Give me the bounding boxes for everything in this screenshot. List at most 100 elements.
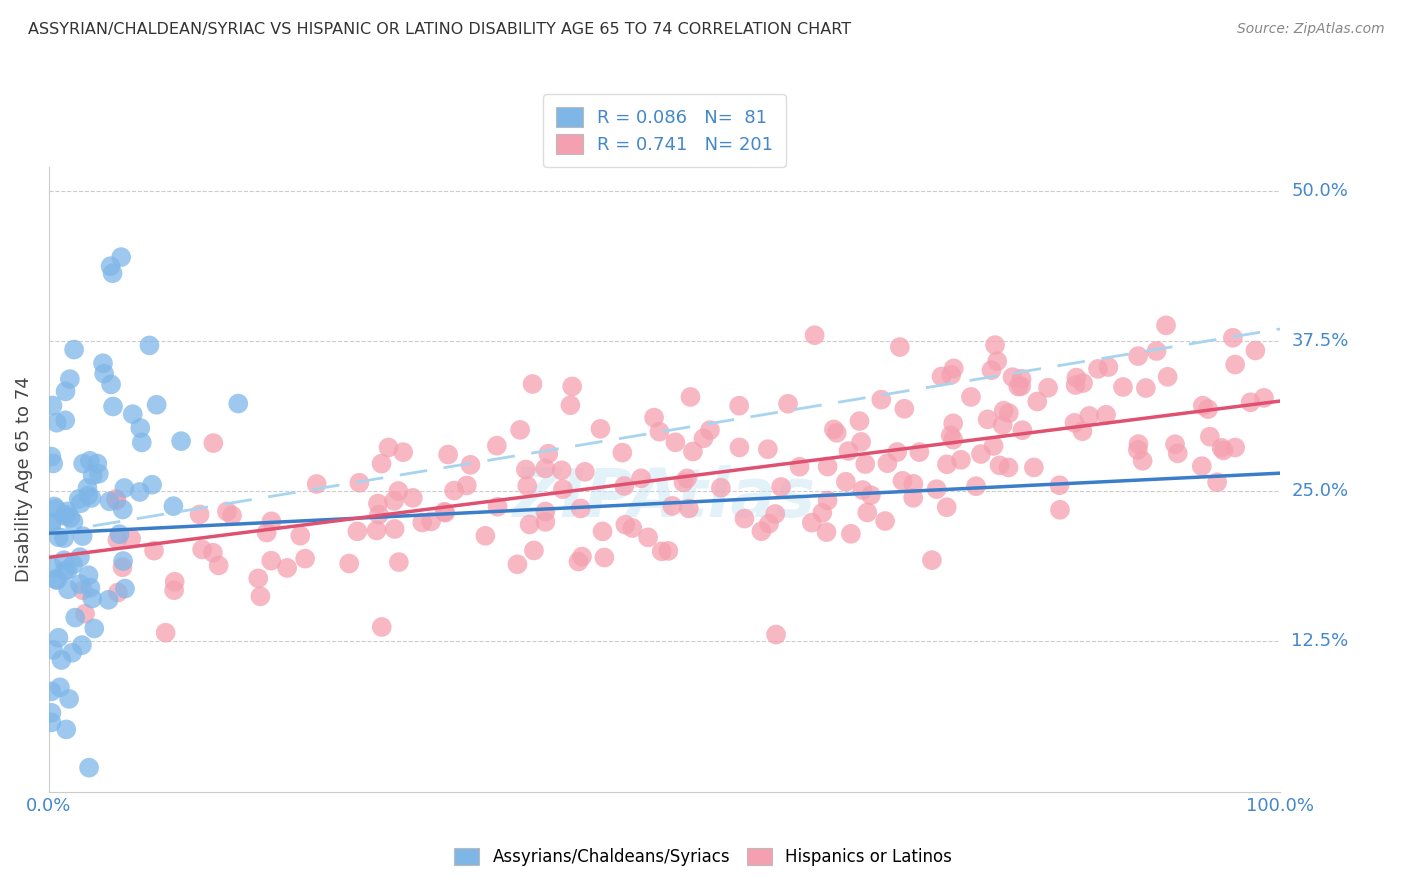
Point xyxy=(770,480,793,494)
Point xyxy=(803,328,825,343)
Point xyxy=(509,423,531,437)
Point xyxy=(41,450,63,464)
Point xyxy=(1211,441,1233,455)
Point xyxy=(72,529,94,543)
Point xyxy=(1164,437,1187,451)
Point xyxy=(859,488,882,502)
Point xyxy=(893,401,915,416)
Point xyxy=(437,448,460,462)
Point xyxy=(93,367,115,381)
Y-axis label: Disability Age 65 to 74: Disability Age 65 to 74 xyxy=(15,376,32,582)
Point xyxy=(129,421,152,435)
Point xyxy=(925,482,948,496)
Point xyxy=(70,638,93,652)
Point xyxy=(1011,372,1033,386)
Point xyxy=(776,397,799,411)
Point xyxy=(105,491,128,506)
Point xyxy=(443,483,465,498)
Point xyxy=(128,485,150,500)
Point xyxy=(988,458,1011,473)
Point xyxy=(191,542,214,557)
Point xyxy=(56,563,79,577)
Point xyxy=(56,582,79,597)
Point xyxy=(682,444,704,458)
Point xyxy=(986,354,1008,368)
Point xyxy=(53,531,76,545)
Point xyxy=(260,554,283,568)
Point xyxy=(997,460,1019,475)
Point xyxy=(433,505,456,519)
Point xyxy=(758,516,780,531)
Point xyxy=(756,442,779,457)
Point xyxy=(69,550,91,565)
Point xyxy=(131,435,153,450)
Point xyxy=(105,533,128,547)
Point xyxy=(377,441,399,455)
Point xyxy=(1197,402,1219,417)
Point xyxy=(534,461,557,475)
Point xyxy=(621,521,644,535)
Point xyxy=(97,592,120,607)
Point xyxy=(931,369,953,384)
Text: 37.5%: 37.5% xyxy=(1292,332,1348,350)
Point xyxy=(1036,381,1059,395)
Point xyxy=(1071,376,1094,390)
Point xyxy=(79,581,101,595)
Point xyxy=(815,525,838,540)
Text: 50.0%: 50.0% xyxy=(1292,182,1348,200)
Point xyxy=(800,516,823,530)
Point xyxy=(247,571,270,585)
Point xyxy=(98,494,121,508)
Point xyxy=(53,413,76,427)
Point xyxy=(143,543,166,558)
Point xyxy=(574,465,596,479)
Point xyxy=(41,684,63,698)
Point xyxy=(382,493,405,508)
Point xyxy=(876,456,898,470)
Point xyxy=(728,399,751,413)
Point xyxy=(60,646,83,660)
Point xyxy=(45,416,67,430)
Point xyxy=(1078,409,1101,423)
Point xyxy=(593,550,616,565)
Point xyxy=(411,516,433,530)
Point xyxy=(856,505,879,519)
Point xyxy=(515,462,537,476)
Point xyxy=(1095,408,1118,422)
Point xyxy=(107,585,129,599)
Point xyxy=(993,403,1015,417)
Point xyxy=(105,493,128,508)
Point xyxy=(59,372,82,386)
Point xyxy=(853,457,876,471)
Point xyxy=(485,439,508,453)
Point xyxy=(55,508,77,522)
Point xyxy=(53,508,76,523)
Point xyxy=(991,417,1014,432)
Legend: Assyrians/Chaldeans/Syriacs, Hispanics or Latinos: Assyrians/Chaldeans/Syriacs, Hispanics o… xyxy=(446,840,960,875)
Point xyxy=(388,555,411,569)
Point xyxy=(1191,399,1213,413)
Point xyxy=(1026,394,1049,409)
Point xyxy=(908,445,931,459)
Point xyxy=(110,250,132,264)
Point xyxy=(82,468,104,483)
Point xyxy=(678,501,700,516)
Point xyxy=(1212,443,1234,458)
Point xyxy=(516,479,538,493)
Point xyxy=(62,515,84,529)
Point xyxy=(141,477,163,491)
Point xyxy=(589,422,612,436)
Point xyxy=(699,423,721,437)
Point xyxy=(112,554,135,568)
Point xyxy=(965,479,987,493)
Point xyxy=(1154,318,1177,333)
Point xyxy=(387,483,409,498)
Point xyxy=(998,406,1021,420)
Point xyxy=(676,471,699,485)
Point xyxy=(567,555,589,569)
Point xyxy=(1010,379,1032,393)
Point xyxy=(1097,359,1119,374)
Point xyxy=(935,500,957,515)
Point xyxy=(1112,380,1135,394)
Point xyxy=(823,422,845,436)
